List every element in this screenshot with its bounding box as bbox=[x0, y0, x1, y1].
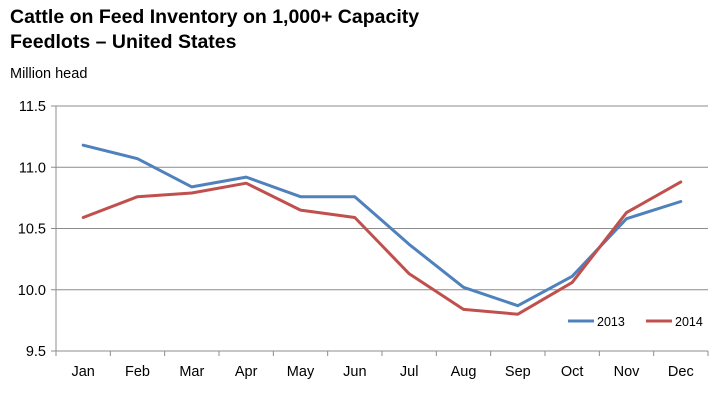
y-tick-label: 10.0 bbox=[18, 283, 46, 299]
x-tick-label: Dec bbox=[668, 364, 694, 380]
x-tick-labels: Jan Feb Mar Apr May Jun Jul Aug Sep Oct Nov Dec bbox=[71, 364, 693, 380]
legend-label-2014: 2014 bbox=[675, 315, 703, 329]
legend: 2013 2014 bbox=[568, 315, 703, 329]
x-tick-label: Jun bbox=[343, 364, 366, 380]
x-tick-label: Aug bbox=[451, 364, 477, 380]
legend-label-2013: 2013 bbox=[597, 315, 625, 329]
y-tick-label: 11.5 bbox=[19, 99, 46, 115]
x-tick-label: Jul bbox=[400, 364, 419, 380]
chart-title-line-2: Feedlots – United States bbox=[10, 31, 237, 53]
axes bbox=[51, 105, 709, 356]
series-lines bbox=[81, 143, 683, 316]
x-tick-label: Jan bbox=[71, 364, 94, 380]
x-tick-label: May bbox=[287, 364, 315, 380]
gridlines bbox=[56, 105, 708, 291]
y-tick-label: 10.5 bbox=[18, 222, 46, 238]
y-tick-label: 9.5 bbox=[26, 344, 46, 360]
y-axis-label: Million head bbox=[10, 66, 88, 82]
y-tick-labels: 9.5 10.0 10.5 11.0 11.5 bbox=[18, 99, 46, 360]
x-tick-label: Feb bbox=[125, 364, 150, 380]
chart-title-line-1: Cattle on Feed Inventory on 1,000+ Capac… bbox=[10, 6, 420, 28]
chart-title: Cattle on Feed Inventory on 1,000+ Capac… bbox=[10, 5, 419, 55]
x-tick-label: Mar bbox=[179, 364, 204, 380]
y-tick-label: 11.0 bbox=[19, 160, 46, 176]
series-line-2014 bbox=[81, 180, 683, 316]
x-tick-label: Oct bbox=[561, 364, 584, 380]
x-tick-label: Nov bbox=[614, 364, 641, 380]
series-line-2013 bbox=[81, 143, 683, 308]
x-tick-label: Apr bbox=[235, 364, 258, 380]
x-tick-label: Sep bbox=[505, 364, 531, 380]
